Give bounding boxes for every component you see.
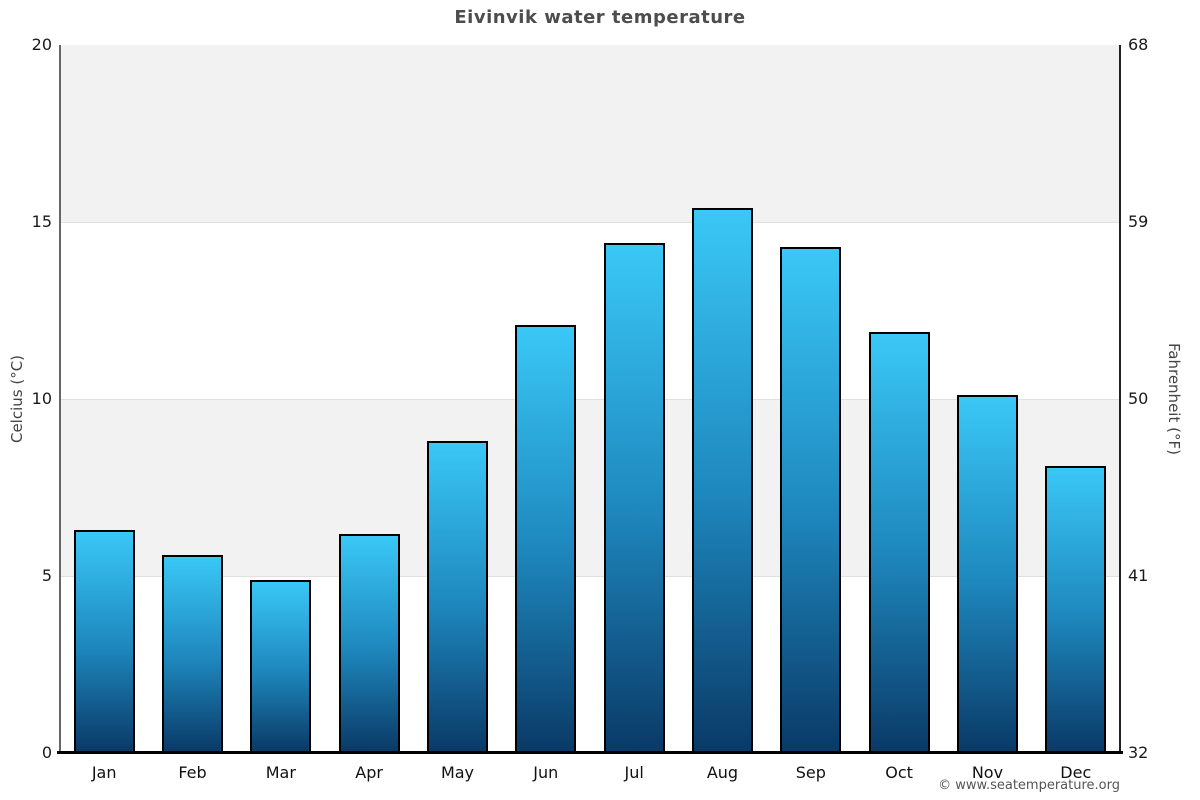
y-tick-celsius: 10 <box>31 389 52 408</box>
x-tick-jul: Jul <box>624 763 644 782</box>
y-axis-label-celsius: Celcius (°C) <box>8 354 26 444</box>
x-tick-may: May <box>440 763 475 782</box>
bar-jun <box>515 324 577 753</box>
x-tick-sep: Sep <box>795 763 826 782</box>
y-tick-celsius: 0 <box>41 743 52 762</box>
y-axis-label-fahrenheit: Fahrenheit (°F) <box>1165 343 1183 455</box>
bar-sep <box>780 246 842 753</box>
plot-band <box>60 45 1120 222</box>
chart-title: Eivinvik water temperature <box>454 7 746 28</box>
bar-feb <box>162 554 223 753</box>
x-tick-dec: Dec <box>1060 763 1092 782</box>
bar-may <box>427 441 488 753</box>
gridline <box>60 399 1120 400</box>
bar-dec <box>1045 466 1107 753</box>
plot-band <box>60 576 1120 753</box>
x-tick-mar: Mar <box>265 763 296 782</box>
y-tick-celsius: 5 <box>41 566 52 585</box>
x-axis-labels: Jan Feb Mar Apr May Jun Jul Aug Sep Oct Nov Dec <box>60 761 1120 785</box>
x-tick-jun: Jun <box>533 763 559 782</box>
y-tick-fahrenheit: 59 <box>1128 212 1149 231</box>
x-tick-oct: Oct <box>885 763 913 782</box>
y-tick-celsius: 15 <box>31 212 52 231</box>
bar-mar <box>250 579 312 753</box>
y-tick-fahrenheit: 41 <box>1128 566 1149 585</box>
x-axis-line <box>57 751 1123 754</box>
x-tick-aug: Aug <box>706 763 739 782</box>
y-tick-fahrenheit: 32 <box>1128 743 1149 762</box>
bar-aug <box>692 207 753 753</box>
y-axis-line-left <box>59 45 61 753</box>
y-tick-fahrenheit: 50 <box>1128 389 1149 408</box>
gridline <box>60 576 1120 577</box>
y-tick-fahrenheit: 68 <box>1128 35 1149 54</box>
y-axis-line-right <box>1119 45 1121 753</box>
x-tick-apr: Apr <box>355 763 383 782</box>
x-tick-nov: Nov <box>971 763 1004 782</box>
bar-nov <box>957 395 1018 753</box>
x-tick-jan: Jan <box>91 763 117 782</box>
x-tick-feb: Feb <box>178 763 207 782</box>
plot-band <box>60 222 1120 399</box>
plot-area <box>60 45 1120 753</box>
plot-band <box>60 399 1120 576</box>
bar-jul <box>603 243 665 753</box>
bar-apr <box>338 533 400 753</box>
gridline <box>60 222 1120 223</box>
bar-jan <box>73 529 135 753</box>
y-tick-celsius: 20 <box>31 35 52 54</box>
attribution-text: © www.seatemperature.org <box>938 778 1120 793</box>
bar-oct <box>868 331 930 753</box>
